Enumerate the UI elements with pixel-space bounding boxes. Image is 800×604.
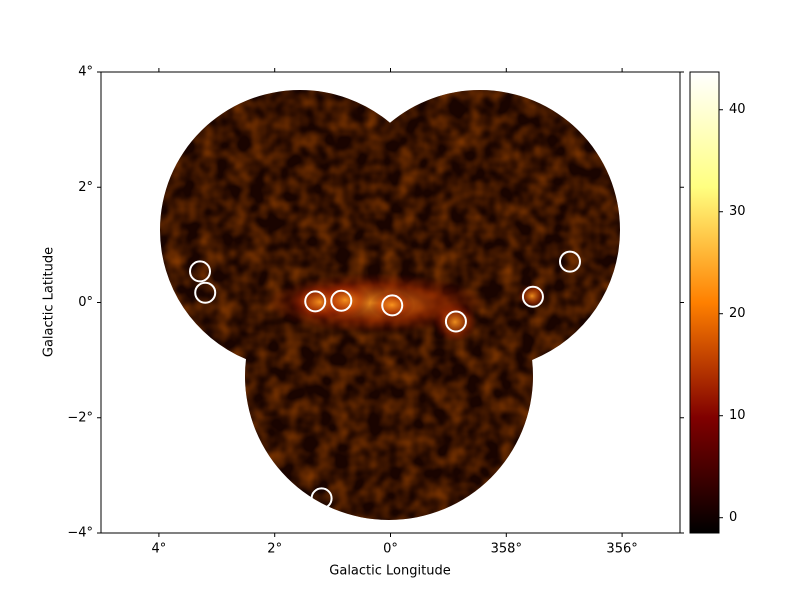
- x-tick-label: 356°: [606, 542, 637, 557]
- colorbar-tick-label: 10: [729, 408, 746, 423]
- colorbar-tick-label: 40: [729, 102, 746, 117]
- colorbar-tick-label: 30: [729, 204, 746, 219]
- source-marker: [310, 487, 333, 510]
- source-marker: [521, 285, 544, 308]
- colorbar: [689, 71, 720, 534]
- y-tick-label: 0°: [78, 295, 93, 310]
- source-marker: [194, 281, 217, 304]
- x-tick-label: 358°: [491, 542, 522, 557]
- x-tick-label: 4°: [152, 542, 167, 557]
- y-tick-label: 4°: [78, 65, 93, 80]
- source-marker: [189, 260, 212, 283]
- source-marker: [444, 310, 467, 333]
- x-tick-label: 0°: [383, 542, 398, 557]
- source-marker: [381, 294, 404, 317]
- y-tick-label: −2°: [67, 410, 93, 425]
- x-axis-label: Galactic Longitude: [329, 564, 450, 579]
- source-marker: [304, 290, 327, 313]
- colorbar-tick-label: 20: [729, 306, 746, 321]
- sky-map: [160, 90, 620, 520]
- y-tick-label: −4°: [67, 526, 93, 541]
- y-axis-label: Galactic Latitude: [42, 247, 57, 357]
- source-marker: [330, 289, 353, 312]
- colorbar-tick-label: 0: [729, 510, 737, 525]
- y-tick-label: 2°: [78, 180, 93, 195]
- source-marker: [558, 250, 581, 273]
- x-tick-label: 2°: [267, 542, 282, 557]
